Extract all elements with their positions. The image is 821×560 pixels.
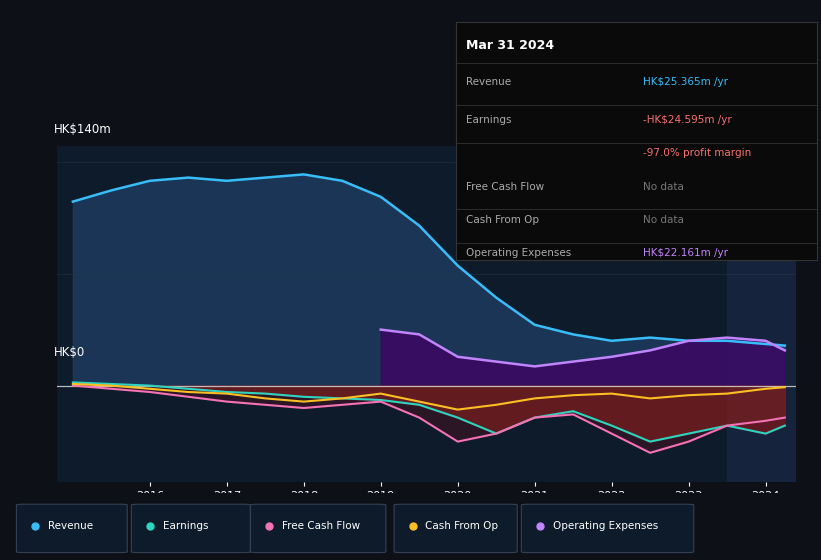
Text: Earnings: Earnings — [466, 115, 512, 125]
Text: Free Cash Flow: Free Cash Flow — [466, 181, 544, 192]
FancyBboxPatch shape — [16, 504, 127, 553]
Text: Revenue: Revenue — [48, 521, 93, 531]
Bar — [727, 146, 796, 482]
Text: Mar 31 2024: Mar 31 2024 — [466, 39, 555, 52]
Text: -HK$60m: -HK$60m — [54, 495, 108, 508]
Text: HK$0: HK$0 — [54, 346, 85, 359]
Text: Earnings: Earnings — [163, 521, 208, 531]
Text: -HK$24.595m /yr: -HK$24.595m /yr — [644, 115, 732, 125]
Text: HK$140m: HK$140m — [54, 123, 112, 136]
Text: Operating Expenses: Operating Expenses — [466, 248, 571, 258]
Text: No data: No data — [644, 215, 685, 225]
Text: No data: No data — [644, 181, 685, 192]
Text: Cash From Op: Cash From Op — [425, 521, 498, 531]
Text: -97.0% profit margin: -97.0% profit margin — [644, 148, 752, 158]
Text: HK$25.365m /yr: HK$25.365m /yr — [644, 77, 728, 87]
Text: HK$22.161m /yr: HK$22.161m /yr — [644, 248, 728, 258]
Text: Cash From Op: Cash From Op — [466, 215, 539, 225]
FancyBboxPatch shape — [131, 504, 250, 553]
FancyBboxPatch shape — [394, 504, 517, 553]
Text: Revenue: Revenue — [466, 77, 511, 87]
Text: Free Cash Flow: Free Cash Flow — [282, 521, 360, 531]
FancyBboxPatch shape — [250, 504, 386, 553]
FancyBboxPatch shape — [521, 504, 694, 553]
Text: Operating Expenses: Operating Expenses — [553, 521, 658, 531]
